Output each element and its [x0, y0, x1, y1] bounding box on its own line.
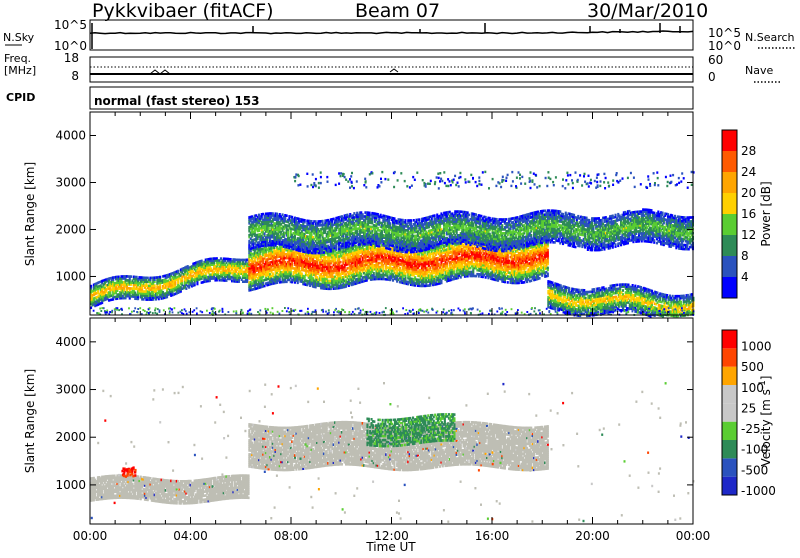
freq-tick-low: 8: [71, 69, 79, 83]
power-cell: [539, 277, 541, 280]
freq-panel-frame: [90, 57, 693, 82]
power-cell: [440, 280, 442, 283]
power-cell: [340, 261, 342, 264]
nave-label: Nave: [745, 64, 773, 77]
power-cell: [399, 267, 401, 270]
power-cell: [177, 270, 179, 273]
power-cell: [373, 272, 375, 275]
freq-tick-high: 18: [64, 51, 79, 65]
nave-tick-low: 0: [708, 70, 716, 84]
power-cell: [201, 260, 203, 263]
noise-panel: N.Sky 10^5 10^0 10^5 10^0 N.Search: [3, 18, 796, 53]
power-cell: [507, 281, 509, 284]
power-cell: [301, 273, 303, 276]
power-cell: [185, 287, 187, 290]
nsearch-label: N.Search: [745, 31, 795, 44]
nsky-label: N.Sky: [3, 31, 35, 44]
cpid-panel: CPID normal (fast stereo) 153: [6, 87, 693, 109]
power-scatter: [90, 171, 695, 318]
beam-title: Beam 07: [355, 0, 440, 22]
power-cell: [530, 280, 532, 283]
power-cell: [154, 284, 156, 287]
power-cell: [272, 272, 274, 275]
noise-tick-low-right: 10^0: [708, 39, 741, 53]
freq-nave-panel: Freq. [MHz] 18 8 60 0 Nave: [4, 51, 780, 84]
power-cell: [360, 273, 362, 276]
freq-label-line2: [MHz]: [4, 64, 36, 77]
noise-panel-frame: [90, 20, 693, 50]
power-cell: [312, 277, 314, 280]
nave-tick-high: 60: [708, 53, 723, 67]
date-title: 30/Mar/2010: [587, 0, 708, 22]
noise-tick-high: 10^5: [54, 18, 87, 32]
power-cell: [446, 262, 448, 265]
cpid-label: CPID: [6, 91, 35, 104]
power-cell: [205, 272, 207, 275]
station-title: Pykkvibaer (fitACF): [92, 0, 274, 22]
power-cell: [130, 275, 132, 278]
power-cell: [264, 285, 266, 288]
power-cell: [460, 276, 462, 279]
power-cell: [159, 276, 161, 279]
cpid-text: normal (fast stereo) 153: [94, 94, 260, 108]
noise-sky-line: [90, 31, 693, 34]
noise-tick-high-right: 10^5: [708, 26, 741, 40]
